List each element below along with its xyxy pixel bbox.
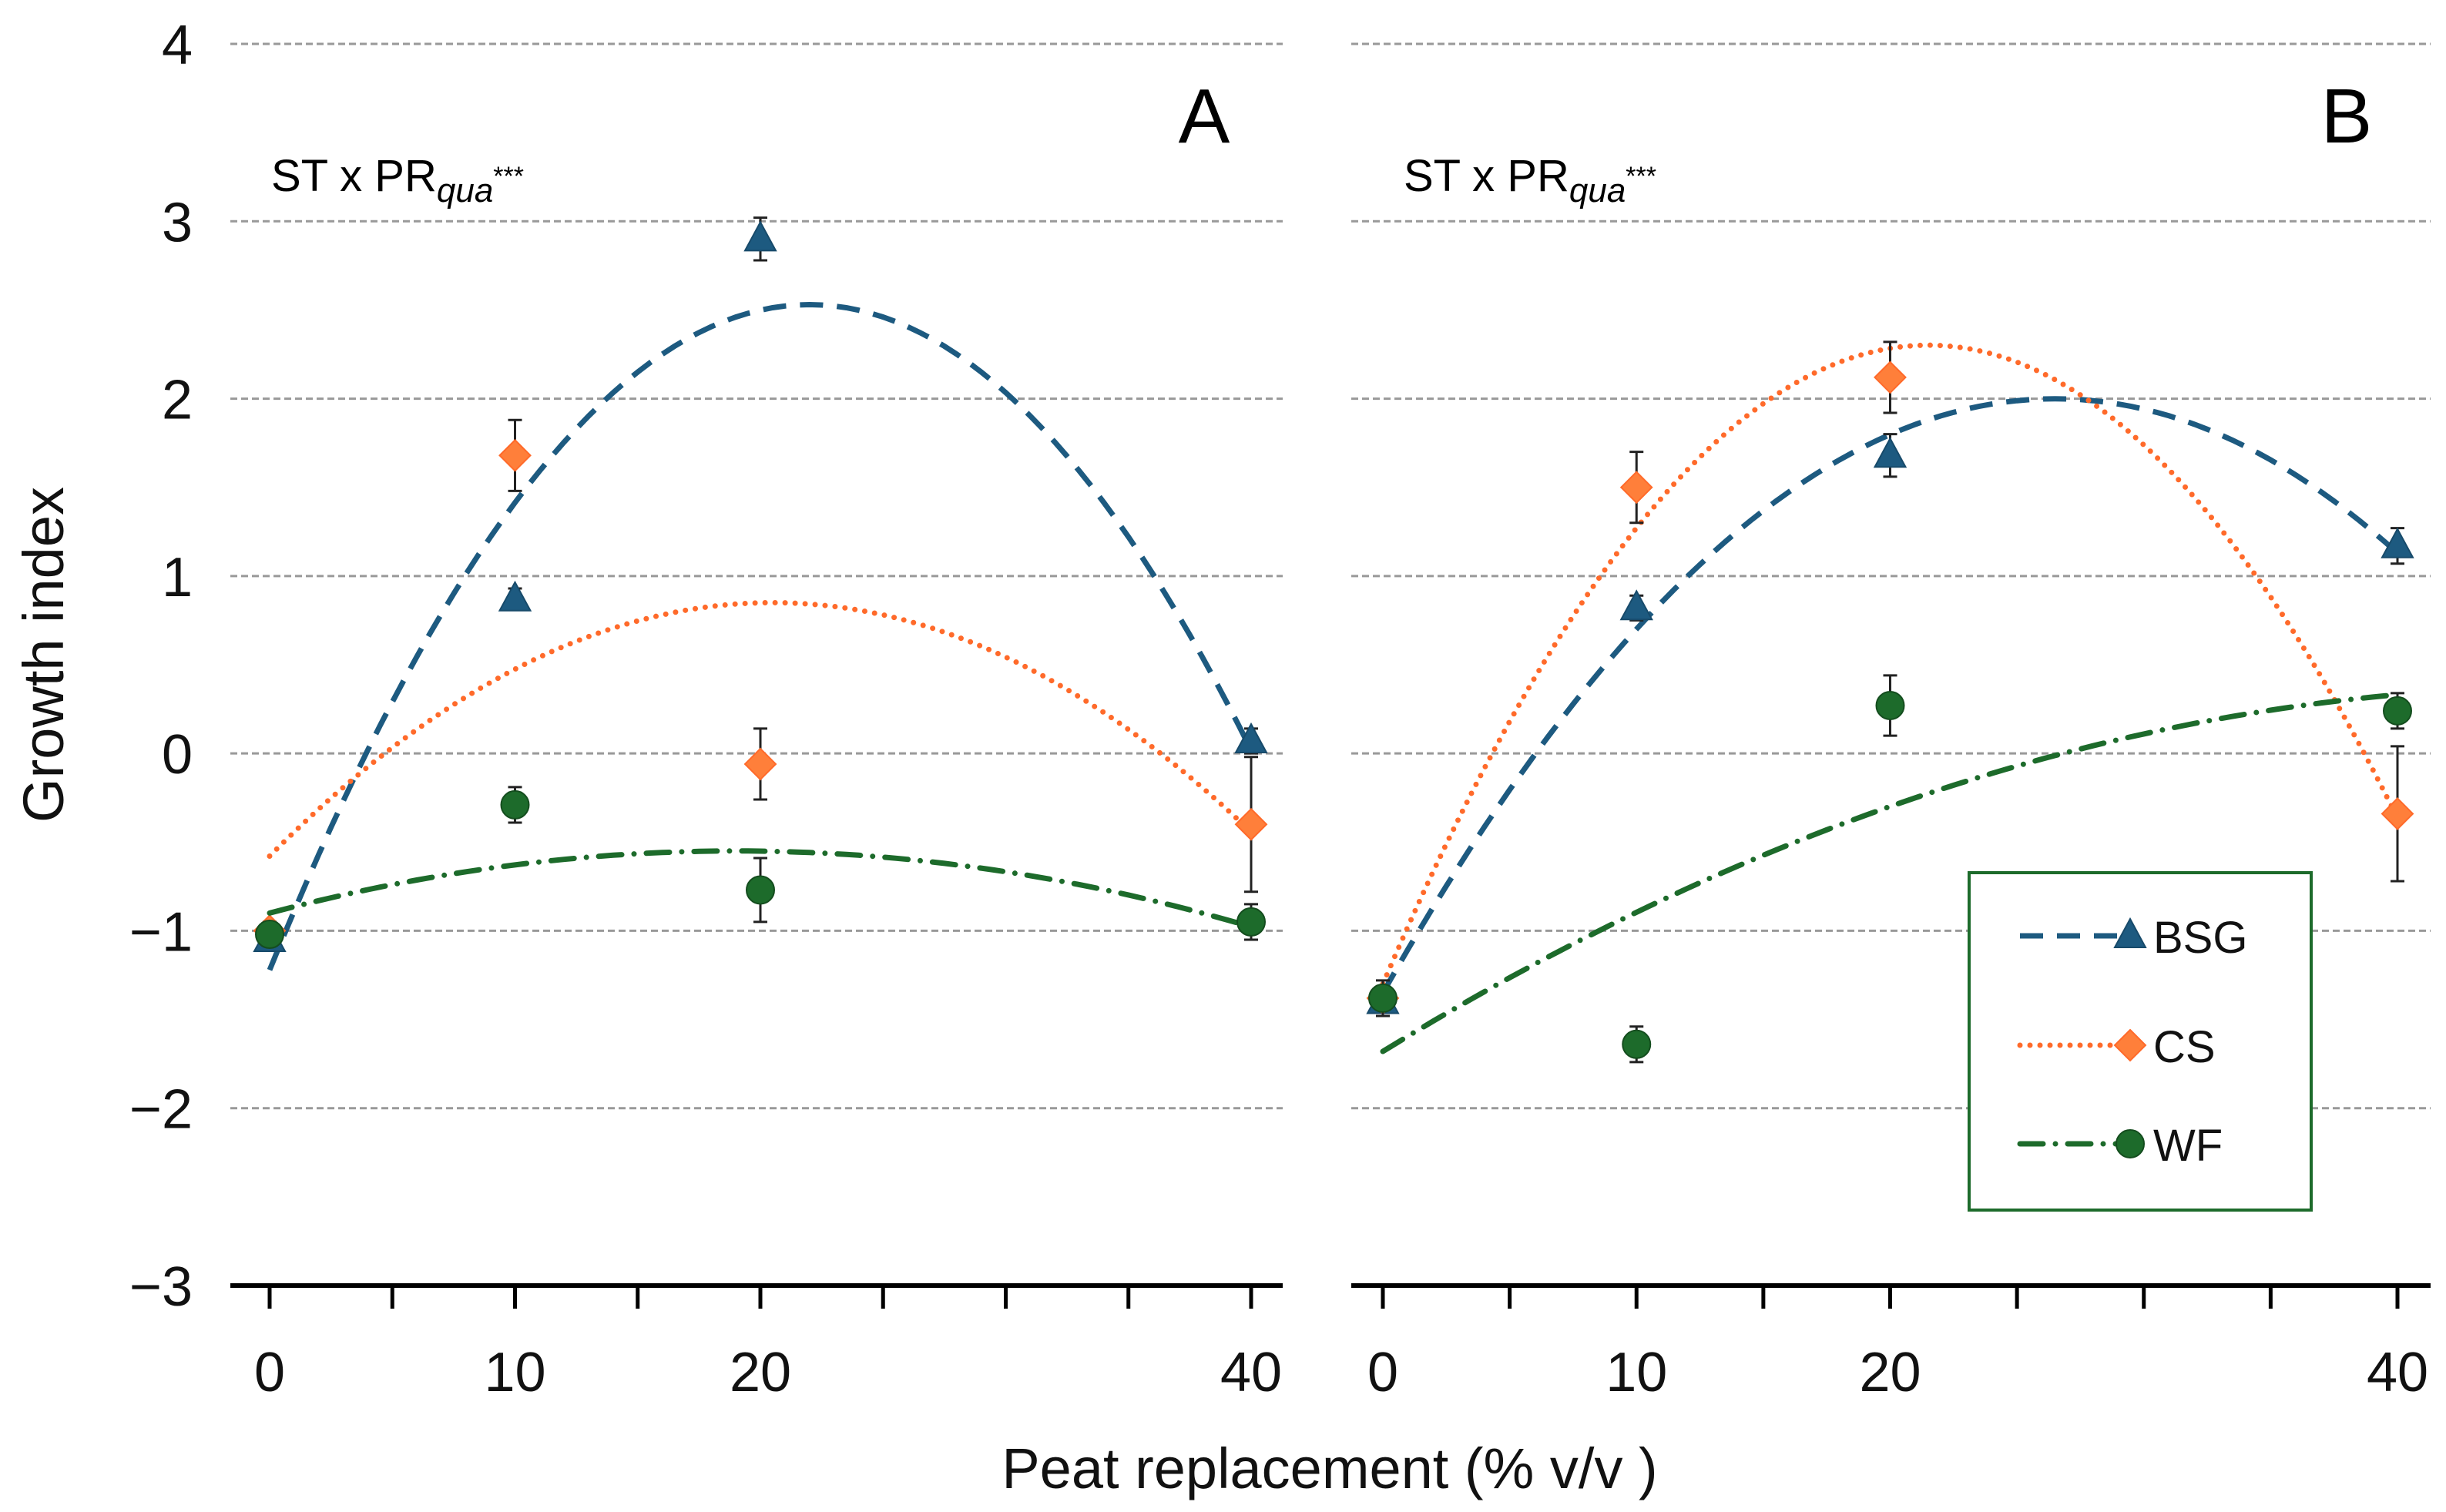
x-tick-label: 40	[2367, 1342, 2428, 1403]
data-point-cs	[1619, 471, 1653, 505]
data-point-wf	[255, 920, 284, 950]
data-point-cs	[743, 747, 777, 781]
data-point-wf	[746, 875, 775, 905]
legend-label: CS	[2153, 1022, 2216, 1072]
fit-line-cs	[267, 599, 1254, 859]
data-point-cs	[1234, 807, 1268, 841]
data-point-bsg	[1619, 589, 1653, 621]
y-tick-label: 2	[162, 370, 193, 431]
data-point-wf	[500, 790, 530, 820]
panel-b: 0 10 20 40 B ST x PRqua***	[1351, 42, 2431, 1403]
data-point-wf	[1875, 690, 1905, 720]
panel-label: A	[1179, 73, 1230, 159]
data-point-wf	[1236, 907, 1266, 937]
interaction-annotation: ST x PRqua***	[1404, 151, 1656, 210]
data-point-cs	[498, 438, 532, 472]
legend-label: WF	[2153, 1121, 2223, 1171]
panel-label: B	[2321, 73, 2373, 159]
data-point-bsg	[1234, 722, 1268, 754]
x-tick-label: 10	[1606, 1342, 1667, 1403]
x-tick-label: 0	[1367, 1342, 1398, 1403]
y-tick-label: −3	[129, 1256, 193, 1318]
y-tick-label: 1	[162, 547, 193, 608]
interaction-annotation: ST x PRqua***	[271, 151, 524, 210]
data-point-bsg	[2381, 527, 2414, 558]
fit-line-wf	[1380, 692, 2401, 1054]
y-axis-title: Growth index	[12, 487, 75, 823]
x-tick-label: 20	[730, 1342, 791, 1403]
data-point-wf	[2383, 696, 2412, 726]
data-point-bsg	[498, 580, 532, 612]
legend-item-bsg: BSG	[2020, 913, 2248, 963]
data-point-bsg	[2113, 917, 2147, 948]
fit-line-bsg	[1380, 396, 2400, 994]
fit-line-bsg	[267, 301, 1254, 971]
x-tick-label: 0	[254, 1342, 285, 1403]
data-point-cs	[2381, 797, 2414, 830]
legend: BSG CS WF	[1968, 871, 2313, 1212]
y-tick-label: −2	[129, 1079, 193, 1141]
legend-label: BSG	[2153, 913, 2248, 963]
data-point-bsg	[1873, 437, 1907, 468]
y-tick-label: 0	[162, 724, 193, 786]
legend-item-cs: CS	[2017, 1022, 2216, 1072]
data-point-cs	[1874, 360, 1907, 394]
data-point-cs	[2113, 1028, 2147, 1062]
x-tick-label: 10	[484, 1342, 545, 1403]
y-tick-label: 3	[162, 192, 193, 253]
data-point-wf	[2116, 1129, 2145, 1158]
y-tick-label: −1	[129, 901, 193, 963]
x-tick-label: 20	[1859, 1342, 1921, 1403]
legend-item-wf: WF	[2017, 1121, 2223, 1171]
x-tick-label: 40	[1220, 1342, 1282, 1403]
data-point-wf	[1622, 1029, 1652, 1059]
fit-line-wf	[267, 848, 1254, 930]
data-point-wf	[1368, 983, 1397, 1013]
y-tick-label: 4	[162, 15, 193, 76]
data-point-bsg	[743, 220, 777, 252]
x-axis-title: Peat replacement (% v/v )	[1002, 1437, 1657, 1500]
